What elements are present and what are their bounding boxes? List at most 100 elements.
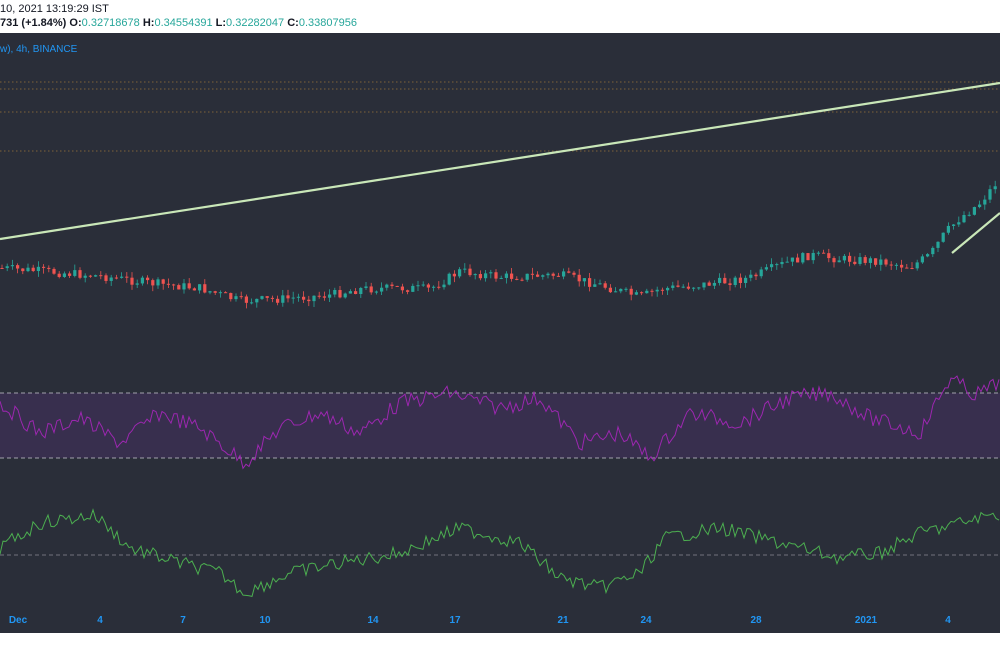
candle-body [473, 274, 477, 276]
candle-body [62, 273, 66, 277]
candle-body [811, 252, 815, 261]
candle-body [946, 225, 950, 233]
candle-body [120, 276, 124, 278]
candle-body [385, 284, 389, 288]
candle-body [629, 288, 633, 295]
candle-body [88, 275, 92, 277]
candle-body [842, 255, 846, 261]
candle-body [962, 215, 966, 223]
candle-body [541, 275, 545, 277]
candle-body [416, 285, 420, 287]
candle-body [281, 295, 285, 303]
close-label: C: [287, 17, 299, 29]
candle-body [400, 286, 404, 291]
candle-body [182, 283, 186, 290]
candle-body [432, 286, 436, 288]
candle-body [546, 273, 550, 276]
candle-body [359, 287, 363, 295]
candle-body [5, 266, 9, 269]
candle-body [910, 268, 914, 270]
candle-body [161, 279, 165, 284]
candle-body [749, 274, 753, 278]
candle-body [244, 296, 248, 303]
candle-body [499, 277, 503, 279]
candle-body [270, 297, 274, 299]
candle-body [10, 265, 14, 267]
candle-body [57, 273, 61, 277]
candle-body [338, 290, 342, 298]
candle-body [468, 268, 472, 276]
candle-body [78, 270, 82, 278]
candle-body [884, 259, 888, 265]
candle-body [478, 274, 482, 279]
candle-body [333, 290, 337, 295]
candle-body [915, 262, 919, 269]
candle-body [858, 257, 862, 264]
candle-body [796, 257, 800, 263]
candle-body [712, 282, 716, 286]
candle-body [759, 269, 763, 277]
candle-body [276, 298, 280, 303]
candle-body [99, 275, 103, 277]
candle-body [395, 285, 399, 287]
candle-body [104, 275, 108, 281]
x-axis-tick-label: 4 [97, 615, 103, 626]
candle-body [68, 273, 72, 276]
candle-body [437, 286, 441, 288]
candle-body [458, 269, 462, 277]
candle-body [707, 282, 711, 286]
candle-body [203, 284, 207, 293]
candle-body [42, 266, 46, 268]
candle-body [822, 252, 826, 254]
candle-body [754, 274, 758, 277]
candle-body [447, 273, 451, 285]
candle-body [640, 292, 644, 294]
candle-body [442, 284, 446, 288]
candle-body [900, 264, 904, 268]
candle-body [364, 286, 368, 288]
candle-body [317, 295, 321, 297]
candle-body [562, 271, 566, 277]
candle-body [728, 283, 732, 285]
x-axis-tick-label: 10 [259, 615, 271, 626]
candle-body [224, 292, 228, 294]
candle-body [666, 287, 670, 291]
candle-body [109, 277, 113, 281]
candle-body [260, 296, 264, 299]
candle-body [988, 189, 992, 200]
candle-body [978, 204, 982, 208]
candle-body [697, 287, 701, 289]
candle-body [135, 283, 139, 285]
candle-body [624, 288, 628, 290]
candle-body [172, 284, 176, 286]
x-axis-tick-label: 7 [180, 615, 186, 626]
candle-body [894, 264, 898, 266]
chart-canvas[interactable]: Dec 4 7 10 14 17 21 24 28 2021 4 [0, 33, 1000, 633]
candle-body [572, 272, 576, 275]
candle-body [551, 273, 555, 276]
candle-body [593, 284, 597, 287]
candle-body [265, 296, 269, 298]
x-axis-tick-label: 24 [640, 615, 652, 626]
candle-body [73, 270, 77, 276]
candle-body [660, 289, 664, 291]
candle-body [229, 293, 233, 300]
candle-body [234, 296, 238, 300]
candle-body [702, 282, 706, 288]
candle-body [198, 284, 202, 291]
candle-body [905, 267, 909, 269]
chart-area[interactable]: Dec 4 7 10 14 17 21 24 28 2021 4 w), 4h, BINANCE [0, 33, 1000, 633]
candle-body [744, 277, 748, 283]
candle-body [354, 291, 358, 295]
candle-body [177, 285, 181, 290]
candle-body [52, 268, 56, 274]
candle-body [723, 277, 727, 284]
candle-body [296, 296, 300, 298]
candle-body [114, 277, 118, 279]
candle-body [764, 267, 768, 270]
candle-body [411, 285, 415, 292]
candle-body [603, 283, 607, 288]
candle-body [16, 265, 20, 269]
x-axis-tick-label: 17 [449, 615, 461, 626]
candle-body [686, 286, 690, 289]
